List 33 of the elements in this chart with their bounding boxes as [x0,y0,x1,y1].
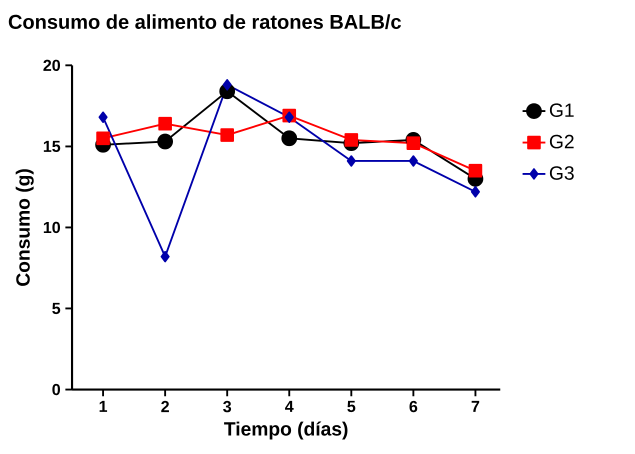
y-tick-label: 5 [52,303,60,314]
x-tick-label: 2 [161,401,169,412]
x-tick-label: 5 [347,401,356,412]
y-tick-label: 20 [43,60,60,72]
x-tick-label: 6 [410,401,418,412]
x-axis-title: Tiempo (días) [224,422,348,440]
point [281,130,298,146]
point [222,79,232,91]
point [98,112,108,124]
y-tick-label: 0 [52,384,60,396]
legend-label: G3 [550,166,574,180]
legend-label: G1 [550,104,574,118]
point [468,164,482,178]
y-tick-label: 15 [44,141,60,152]
chart-title: Consumo de alimento de ratones BALB/c [8,14,401,30]
legend-label: G2 [550,135,574,149]
point [346,155,356,167]
point [160,251,170,263]
point [96,132,110,146]
x-tick-label: 1 [100,401,108,412]
y-axis-title: Consumo (g) [16,169,34,286]
point [157,134,174,150]
point [284,112,294,124]
x-tick-label: 3 [223,401,232,412]
point [158,117,172,131]
point [408,155,418,167]
y-tick-label: 10 [44,222,60,234]
x-tick-label: 7 [472,401,480,412]
point [220,128,234,142]
point [344,133,358,147]
point [470,186,480,198]
point [406,136,420,150]
x-tick-label: 4 [285,401,294,412]
